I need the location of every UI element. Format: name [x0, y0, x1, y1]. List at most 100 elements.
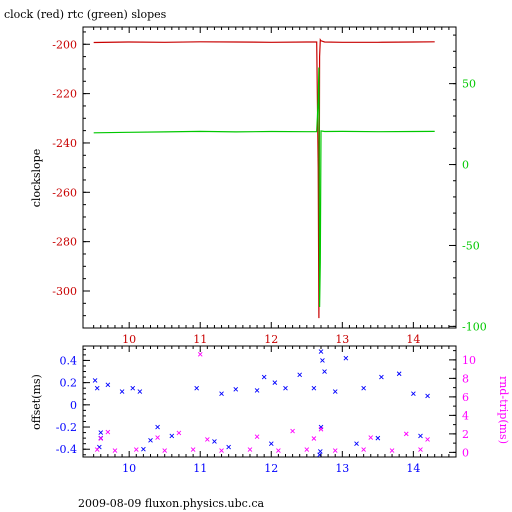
bottom-x-tick-label: 14 [406, 462, 420, 475]
bottom-series-0-point [141, 446, 146, 452]
bottom-series-1-point [155, 435, 160, 440]
top-y-tick-label: -220 [52, 88, 77, 101]
bottom-series-0-point [219, 391, 224, 397]
bottom-series-0-point [379, 374, 384, 380]
bottom-y-tick-label: 0.4 [60, 354, 78, 367]
bottom-series-0-point [92, 378, 98, 383]
bottom-series-1-point [403, 431, 409, 437]
bottom-series-1-point [276, 448, 281, 453]
bottom-y2-tick-label: 2 [462, 428, 469, 441]
bottom-series-0-point [311, 385, 317, 391]
bottom-series-1-point [368, 435, 374, 440]
bottom-series-0-point [155, 424, 160, 430]
bottom-series-1-point [425, 437, 430, 442]
bottom-series-0-point [261, 374, 267, 380]
bottom-y-tick-label: -0.4 [56, 443, 77, 456]
bottom-series-0-point [226, 444, 231, 450]
bottom-y-tick-label: -0.2 [56, 421, 77, 434]
bottom-series-1-point [361, 447, 366, 452]
bottom-series-0-point [98, 430, 104, 435]
bottom-series-0-point [320, 358, 325, 363]
bottom-series-0-point [375, 435, 381, 441]
bottom-series-0-point [297, 372, 303, 378]
bottom-x-tick-label: 13 [335, 462, 349, 475]
bottom-y2-tick-label: 8 [462, 372, 469, 385]
top-y2-tick-label: 0 [462, 159, 469, 172]
top-chart-title: clock (red) rtc (green) slopes [4, 8, 167, 21]
bottom-series-0-point [343, 355, 349, 361]
bottom-series-0-point [94, 385, 100, 391]
bottom-series-0-point [119, 389, 125, 394]
bottom-y-tick-label: 0 [70, 399, 77, 412]
bottom-plot-frame [82, 345, 457, 458]
top-y-tick-label: -240 [52, 137, 77, 150]
bottom-series-0-point [396, 371, 402, 377]
top-series-0-line [93, 38, 435, 319]
bottom-series-1-point [247, 447, 253, 452]
top-series-group [93, 38, 435, 319]
bottom-series-0-point [137, 389, 143, 394]
bottom-series-1-point [318, 426, 324, 432]
bottom-ticks-group: 10 11 12 13 14 0.4 0.2 0 -0.2 -0.4 10 8 6 4 2 0 [56, 346, 476, 475]
bottom-series-0-point [148, 438, 153, 443]
bottom-series-0-point [212, 439, 217, 444]
top-y-tick-label: -280 [52, 236, 77, 249]
bottom-y2-tick-label: 4 [462, 409, 469, 422]
bottom-y2-tick-label: 10 [462, 354, 476, 367]
bottom-series-0-point [268, 441, 274, 446]
bottom-series-0-point [283, 385, 288, 391]
bottom-series-1-point [418, 447, 423, 452]
bottom-series-0-point [194, 385, 199, 391]
bottom-series-1-point [98, 436, 104, 441]
top-y2-tick-label: -50 [462, 239, 480, 252]
bottom-series-0-point [254, 388, 260, 393]
top-y-axis-label: clockslope [30, 149, 43, 207]
bottom-series-0-point [425, 393, 430, 399]
bottom-y2-tick-label: 0 [462, 446, 469, 459]
bottom-series-1-point [197, 352, 203, 357]
bottom-series-1-point [176, 430, 182, 436]
bottom-series-1-point [219, 448, 224, 453]
bottom-series-group [92, 349, 430, 458]
bottom-y2-tick-label: 6 [462, 391, 469, 404]
bottom-x-tick-label: 12 [264, 462, 278, 475]
bottom-series-1-point [332, 448, 338, 453]
footer-caption: 2009-08-09 fluxon.physics.ubc.ca [78, 497, 264, 510]
bottom-series-1-point [304, 447, 310, 452]
bottom-series-0-point [354, 441, 359, 446]
bottom-series-0-point [130, 385, 136, 391]
bottom-series-0-point [233, 386, 239, 392]
bottom-series-1-point [162, 448, 168, 453]
top-y2-tick-label: -100 [462, 320, 487, 333]
bottom-series-0-point [169, 433, 175, 439]
bottom-y2-axis-label: rnd-trip(ms) [497, 376, 510, 444]
bottom-y-axis-label: offset(ms) [30, 374, 43, 430]
bottom-series-1-point [190, 447, 196, 452]
top-y-tick-label: -300 [52, 285, 77, 298]
bottom-series-0-point [317, 449, 323, 454]
bottom-series-0-point [322, 369, 327, 374]
top-x-tick-label: 12 [264, 333, 278, 346]
bottom-series-1-point [254, 434, 260, 439]
bottom-x-tick-label: 10 [122, 462, 136, 475]
bottom-series-0-point [418, 433, 423, 439]
top-ticks-group: 10 11 12 13 14 -200 -220 -240 -260 -280 -300 50 0 -50… [52, 27, 487, 346]
top-series-1-line [93, 67, 435, 308]
bottom-x-tick-label: 11 [193, 462, 207, 475]
top-x-tick-label: 13 [335, 333, 349, 346]
bottom-y-tick-label: 0.2 [60, 377, 78, 390]
top-y2-tick-label: 50 [462, 78, 476, 91]
bottom-series-0-point [105, 382, 111, 388]
top-y-tick-label: -260 [52, 186, 77, 199]
top-y-tick-label: -200 [52, 38, 77, 51]
bottom-series-1-point [389, 448, 395, 453]
bottom-series-0-point [332, 389, 338, 394]
top-x-tick-label: 11 [193, 333, 207, 346]
bottom-series-0-point [411, 391, 416, 397]
bottom-series-1-point [290, 428, 295, 434]
bottom-series-0-point [272, 380, 278, 385]
bottom-series-1-point [133, 447, 139, 452]
bottom-series-0-point [361, 385, 366, 391]
top-plot-frame [82, 26, 457, 329]
